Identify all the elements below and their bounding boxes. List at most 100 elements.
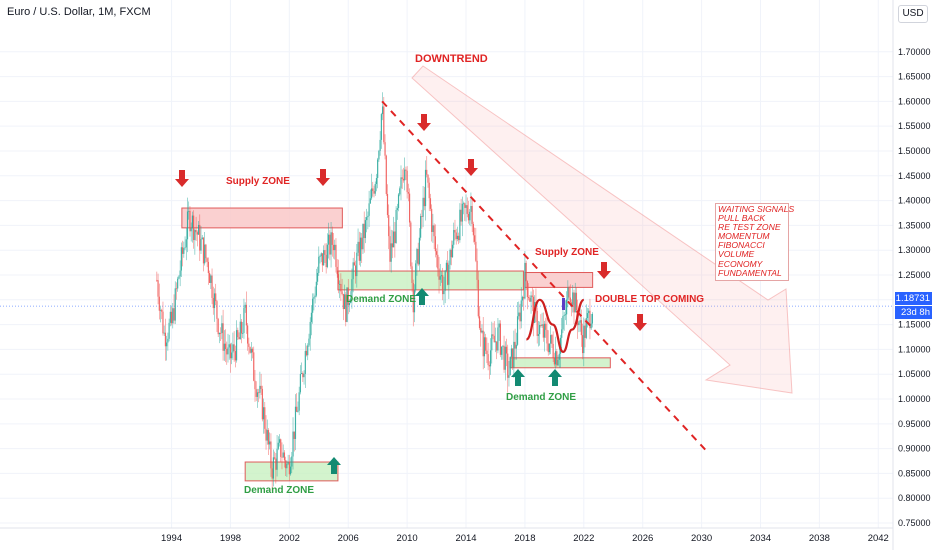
candle-body <box>415 263 417 291</box>
candle-body <box>348 302 351 306</box>
candle-body <box>423 197 425 207</box>
symbol-title[interactable]: Euro / U.S. Dollar, 1M, FXCM <box>7 6 151 18</box>
candle-body <box>190 228 192 232</box>
candle-body <box>330 232 332 255</box>
candle-body <box>407 192 409 194</box>
candle-body <box>161 309 163 312</box>
candle-body <box>191 215 194 229</box>
candle-body <box>551 335 553 344</box>
candle-body <box>408 193 411 223</box>
candle-body <box>251 348 254 353</box>
candle-body <box>185 239 187 248</box>
candle-body <box>580 320 582 336</box>
candle-body <box>265 428 267 441</box>
candle-body <box>164 332 167 347</box>
candle-body <box>417 248 419 265</box>
candle-body <box>438 268 440 280</box>
candle-body <box>558 353 560 360</box>
candle-body <box>427 174 429 183</box>
candle-body <box>563 315 565 317</box>
double-top-curve <box>525 298 585 353</box>
candle-body <box>411 266 413 283</box>
candle-body <box>402 178 405 181</box>
candle-body <box>474 235 476 242</box>
candle-body <box>319 256 321 258</box>
up-arrow-icon <box>548 369 562 386</box>
candle-body <box>521 296 524 301</box>
candle-body <box>536 310 538 336</box>
y-tick-label: 1.10000 <box>898 344 931 354</box>
candle-body <box>270 441 272 469</box>
candle-body <box>372 188 374 192</box>
chart-grid <box>0 0 893 528</box>
candle-body <box>505 346 508 354</box>
candle-body <box>583 325 585 354</box>
candle-body <box>347 287 349 306</box>
candle-body <box>448 264 450 285</box>
candle-body <box>216 301 218 319</box>
candle-body <box>256 392 259 397</box>
candle-body <box>287 462 289 464</box>
candle-body <box>391 243 394 248</box>
candle-body <box>466 205 468 214</box>
supply-zone-label: Supply ZONE <box>535 247 599 258</box>
candle-body <box>492 334 494 336</box>
candle-body <box>489 350 492 367</box>
candle-body <box>343 294 346 310</box>
y-tick-label: 0.85000 <box>898 468 931 478</box>
candle-body <box>156 279 158 281</box>
candle-body <box>443 290 445 295</box>
candle-body <box>362 223 364 250</box>
candle-body <box>297 410 299 412</box>
candle-body <box>509 356 511 376</box>
candle-body <box>323 250 325 266</box>
candle-body <box>205 244 207 259</box>
candle-body <box>369 198 371 204</box>
candle-body <box>309 321 311 339</box>
down-arrow-icon <box>464 159 478 176</box>
candle-body <box>249 346 251 353</box>
candle-body <box>482 330 484 357</box>
x-tick-label: 2034 <box>750 533 771 544</box>
candle-body <box>590 323 592 329</box>
y-tick-label: 0.80000 <box>898 493 931 503</box>
y-tick-label: 1.40000 <box>898 196 931 206</box>
candle-body <box>280 439 282 457</box>
candle-body <box>471 205 473 224</box>
candle-body <box>405 169 407 171</box>
candle-body <box>453 229 455 245</box>
candle-body <box>458 235 460 241</box>
y-tick-label: 1.35000 <box>898 220 931 230</box>
candle-body <box>345 294 347 322</box>
candle-body <box>399 188 401 195</box>
candle-body <box>470 205 472 212</box>
candle-body <box>258 392 260 394</box>
candle-body <box>307 345 309 356</box>
candle-body <box>410 222 412 267</box>
candle-body <box>175 288 178 290</box>
candle-body <box>542 324 544 338</box>
candle-body <box>224 343 227 349</box>
y-tick-label: 1.25000 <box>898 270 931 280</box>
candle-body <box>373 191 375 194</box>
candle-body <box>271 468 273 479</box>
candle-body <box>167 338 169 343</box>
candle-body <box>180 247 182 271</box>
candle-body <box>274 457 276 459</box>
candle-body <box>567 287 569 300</box>
candle-body <box>424 169 427 207</box>
candle-body <box>589 310 591 329</box>
candle-body <box>304 350 306 374</box>
currency-button[interactable]: USD <box>898 5 928 23</box>
candle-body <box>426 169 428 175</box>
candle-body <box>564 314 567 316</box>
candle-body <box>546 329 548 344</box>
signal-item: FUNDAMENTAL <box>718 267 782 278</box>
candle-body <box>285 460 287 469</box>
candle-body <box>440 275 443 277</box>
candle-body <box>339 283 341 285</box>
downtrend-label: DOWNTREND <box>415 53 488 65</box>
candle-body <box>480 328 482 333</box>
x-tick-label: 2010 <box>397 533 418 544</box>
